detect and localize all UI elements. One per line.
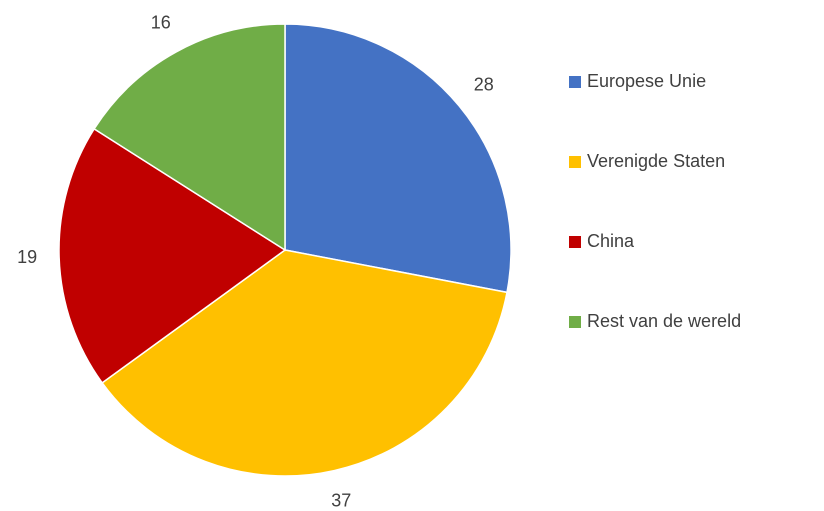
legend-label: China — [587, 231, 635, 251]
legend-swatch — [569, 156, 581, 168]
legend-label: Rest van de wereld — [587, 311, 741, 331]
data-label: 37 — [331, 491, 351, 511]
legend-label: Europese Unie — [587, 71, 706, 91]
pie-slice — [58, 127, 287, 384]
data-label: 19 — [17, 247, 37, 267]
data-label: 16 — [151, 13, 171, 33]
pie-slice — [284, 23, 512, 294]
data-label: 28 — [474, 74, 494, 94]
pie-slice — [93, 23, 286, 252]
legend-swatch — [569, 316, 581, 328]
pie-slice — [101, 249, 508, 477]
legend-label: Verenigde Staten — [587, 151, 725, 171]
legend-swatch — [569, 76, 581, 88]
legend-swatch — [569, 236, 581, 248]
